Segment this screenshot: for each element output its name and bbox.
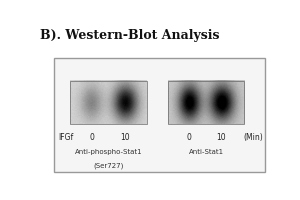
Text: IFGf: IFGf: [58, 133, 74, 142]
Text: 0: 0: [187, 133, 192, 142]
Text: Anti-phospho-Stat1: Anti-phospho-Stat1: [75, 149, 142, 155]
Text: B). Western-Blot Analysis: B). Western-Blot Analysis: [40, 29, 219, 42]
Text: (Ser727): (Ser727): [93, 163, 124, 169]
Text: (Min): (Min): [244, 133, 264, 142]
Bar: [168, 81, 244, 124]
Text: 10: 10: [121, 133, 130, 142]
Bar: [54, 58, 266, 172]
Text: 0: 0: [89, 133, 94, 142]
Bar: [70, 81, 147, 124]
Text: 10: 10: [217, 133, 226, 142]
Text: Anti-Stat1: Anti-Stat1: [188, 149, 224, 155]
